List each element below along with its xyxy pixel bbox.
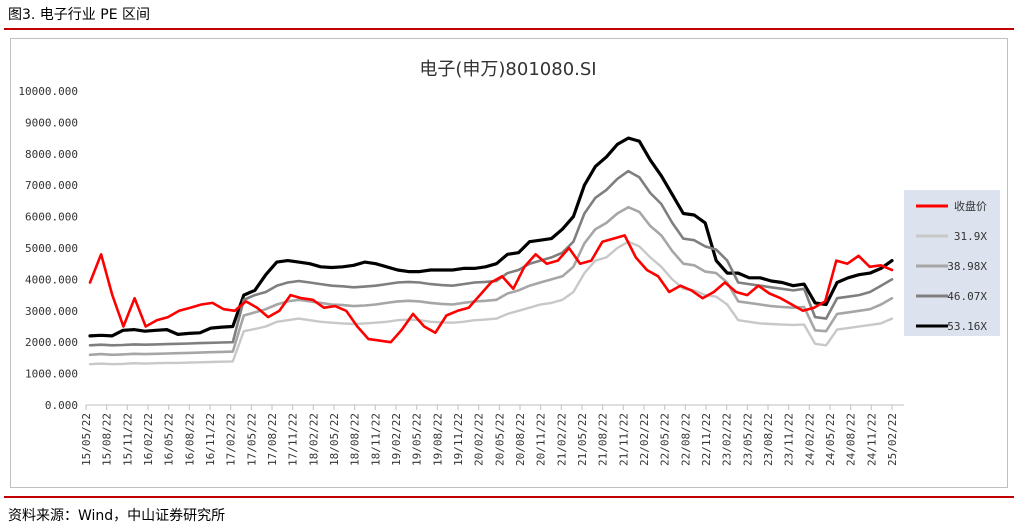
x-tick-label: 20/11/22: [535, 413, 548, 466]
series-layer: [88, 136, 894, 366]
x-tick-label: 19/05/22: [411, 413, 424, 466]
x-tick-label: 17/08/22: [266, 413, 279, 466]
x-tick-label: 16/02/22: [142, 413, 155, 466]
x-tick-label: 18/08/22: [349, 413, 362, 466]
x-tick-label: 21/08/22: [597, 413, 610, 466]
chart-title: 电子(申万)801080.SI: [419, 59, 596, 80]
x-tick-label: 21/05/22: [576, 413, 589, 466]
source-note: 资料来源：Wind，中山证券研究所: [8, 508, 226, 524]
y-tick-label: 2000.000: [25, 336, 78, 349]
x-tick-label: 19/11/22: [452, 413, 465, 466]
x-tick-label: 20/02/22: [473, 413, 486, 466]
y-tick-label: 7000.000: [25, 179, 78, 192]
bottom-rule: [4, 496, 1014, 498]
chart-frame: 电子(申万)801080.SI 0.000 1000.000 2000.000 300…: [10, 38, 1008, 488]
legend-label: 38.98X: [947, 260, 987, 273]
x-tick-label: 17/02/22: [225, 413, 238, 466]
x-axis: 15/05/22 15/08/22 15/11/22 16/02/22 16/05/22…: [80, 404, 904, 466]
x-tick-label: 23/11/22: [783, 413, 796, 466]
series-line-pe-band-2: [88, 205, 894, 357]
chart-border: [10, 38, 1008, 488]
y-tick-label: 10000.000: [18, 85, 78, 98]
y-tick-label: 1000.000: [25, 368, 78, 381]
x-tick-label: 22/02/22: [638, 413, 651, 466]
y-tick-label: 5000.000: [25, 242, 78, 255]
y-tick-label: 4000.000: [25, 273, 78, 286]
x-tick-label: 25/02/22: [886, 413, 899, 466]
series-line-pe-band-4: [88, 136, 894, 338]
series-line-pe-band-1: [88, 240, 894, 366]
x-tick-label: 22/05/22: [659, 413, 672, 466]
legend-label: 收盘价: [954, 199, 987, 213]
top-rule: [4, 28, 1014, 30]
y-axis: 0.000 1000.000 2000.000 3000.000 4000.000 500…: [18, 85, 78, 412]
x-tick-label: 21/11/22: [617, 413, 630, 466]
legend-label: 53.16X: [947, 320, 987, 333]
x-tick-label: 24/05/22: [824, 413, 837, 466]
legend-label: 46.07X: [947, 290, 987, 303]
x-tick-label: 16/11/22: [204, 413, 217, 466]
x-tick-label: 18/05/22: [328, 413, 341, 466]
legend-box: [904, 190, 1000, 336]
x-tick-label: 15/05/22: [80, 413, 93, 466]
x-tick-label: 24/11/22: [865, 413, 878, 466]
legend-label: 31.9X: [954, 230, 987, 243]
y-tick-label: 3000.000: [25, 305, 78, 318]
x-tick-label: 16/05/22: [163, 413, 176, 466]
x-tick-label: 15/11/22: [121, 413, 134, 466]
series-line-close: [88, 234, 894, 344]
legend: 收盘价 31.9X 38.98X 46.07X 53.16X: [904, 190, 1000, 336]
x-tick-label: 15/08/22: [101, 413, 114, 466]
x-tick-label: 18/11/22: [369, 413, 382, 466]
x-tick-label: 20/05/22: [493, 413, 506, 466]
y-tick-label: 9000.000: [25, 116, 78, 129]
x-tick-label: 23/05/22: [741, 413, 754, 466]
x-tick-label: 23/08/22: [762, 413, 775, 466]
x-tick-label: 17/11/22: [287, 413, 300, 466]
y-tick-label: 8000.000: [25, 148, 78, 161]
x-tick-label: 24/08/22: [845, 413, 858, 466]
pe-band-chart: 电子(申万)801080.SI 0.000 1000.000 2000.000 300…: [10, 38, 1008, 488]
y-tick-label: 0.000: [45, 399, 78, 412]
figure-caption: 图3. 电子行业 PE 区间: [8, 7, 150, 23]
x-tick-label: 22/11/22: [700, 413, 713, 466]
x-tick-label: 19/08/22: [431, 413, 444, 466]
x-tick-label: 18/02/22: [307, 413, 320, 466]
x-tick-label: 17/05/22: [245, 413, 258, 466]
x-tick-label: 22/08/22: [679, 413, 692, 466]
x-tick-label: 19/02/22: [390, 413, 403, 466]
x-tick-label: 23/02/22: [721, 413, 734, 466]
x-tick-label: 24/02/22: [803, 413, 816, 466]
x-tick-label: 16/08/22: [183, 413, 196, 466]
x-tick-label: 20/08/22: [514, 413, 527, 466]
y-tick-label: 6000.000: [25, 211, 78, 224]
x-tick-label: 21/02/22: [555, 413, 568, 466]
